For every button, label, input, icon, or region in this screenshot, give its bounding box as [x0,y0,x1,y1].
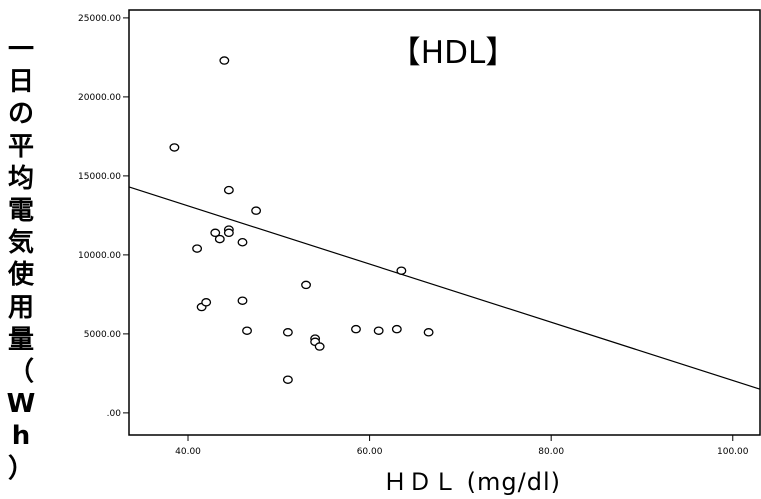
x-tick-label: 60.00 [357,447,383,457]
data-point [423,328,434,337]
x-tick-label: 40.00 [175,447,201,457]
data-point [214,234,225,244]
chart-title: 【HDL】 [390,35,516,71]
data-point [210,228,221,238]
y-axis-title-char: ） [7,453,34,484]
data-point [242,326,252,335]
y-axis-title-char: 用 [7,292,34,323]
data-point [396,266,407,275]
data-point [301,280,311,290]
data-point [282,328,293,337]
y-axis-title-char: 電 [7,196,34,227]
data-point [223,185,234,195]
plot-frame [128,9,761,436]
y-axis-title-char: （ [7,357,34,388]
data-point [169,143,180,152]
data-point [314,342,325,351]
y-tick-label: 25000.00 [78,14,121,24]
data-point [223,228,234,238]
y-axis-title-char: 使 [7,260,34,291]
data-point [192,244,203,253]
y-axis-title-char: h [11,421,31,452]
data-point [251,206,262,215]
data-point [219,56,230,65]
y-axis-title-char: の [7,99,34,130]
data-point [282,375,293,384]
y-axis-title-char: 一 [7,35,34,65]
y-tick-label: .00 [107,409,122,419]
data-point [373,326,384,335]
trend-line [128,186,761,390]
y-tick-label: 10000.00 [78,251,121,261]
x-axis-ticks: 40.00 60.00 80.00 100.00 [175,435,749,457]
data-point [237,296,248,305]
y-tick-label: 20000.00 [78,93,121,103]
y-axis-title-char: 日 [7,67,34,98]
y-axis-title-char: 均 [7,163,34,194]
data-point [201,298,212,307]
data-point [351,324,361,334]
x-tick-label: 80.00 [538,447,564,457]
y-tick-label: 5000.00 [84,330,121,340]
y-axis-title-char: 量 [7,324,34,355]
x-axis-title: ＨＤＬ (mg/dl) [383,468,561,496]
y-axis-ticks: .00 5000.00 10000.00 15000.00 20000.00 25000.… [78,14,129,419]
y-axis-title-char: 平 [7,131,34,162]
data-point [391,324,402,334]
y-tick-label: 15000.00 [78,172,121,182]
data-point [237,237,248,247]
y-axis-title-char: W [6,389,36,420]
data-points [169,56,434,384]
y-axis-title-char: 気 [7,228,34,259]
x-tick-label: 100.00 [717,447,749,457]
